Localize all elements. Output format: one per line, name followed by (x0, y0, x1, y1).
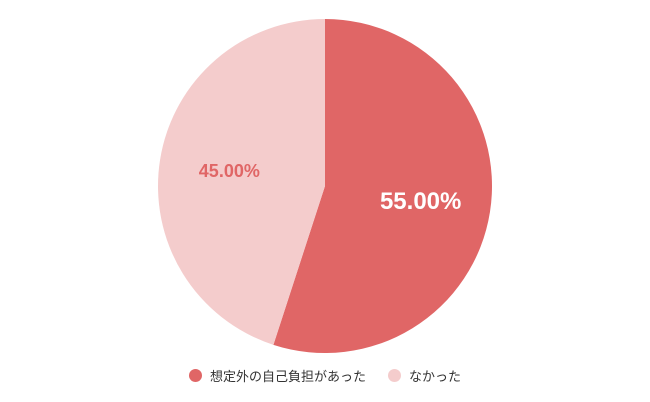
legend-label-1: なかった (409, 370, 462, 385)
pie-slice-0[interactable] (273, 19, 492, 353)
legend-label-0: 想定外の自己負担があった (209, 370, 366, 385)
legend-swatch-0 (188, 369, 202, 382)
data-label-0: 55.00% (380, 188, 461, 215)
legend-item-1[interactable]: なかった (388, 366, 461, 385)
data-label-1: 45.00% (199, 161, 260, 181)
legend-item-0[interactable]: 想定外の自己負担があった (188, 366, 366, 385)
legend: 想定外の自己負担があった なかった (0, 366, 650, 385)
legend-swatch-1 (388, 369, 401, 382)
pie-slice-1[interactable] (157, 19, 325, 345)
